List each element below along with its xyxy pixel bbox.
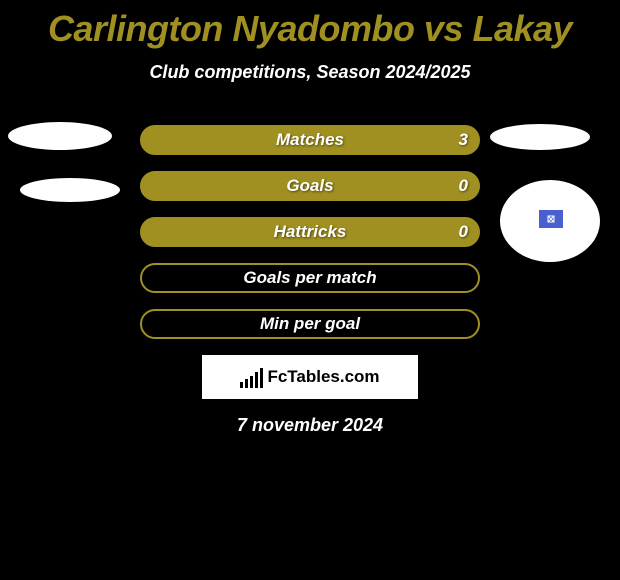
logo-bar-segment	[240, 382, 243, 388]
bar-right-value: 0	[459, 217, 468, 247]
logo: FcTables.com	[240, 366, 379, 388]
bar-label: Goals per match	[140, 263, 480, 293]
date-line: 7 november 2024	[0, 415, 620, 436]
left-ellipse-1	[8, 122, 112, 150]
bar-label: Min per goal	[140, 309, 480, 339]
bar-row: Matches3	[140, 125, 480, 155]
logo-bar-segment	[250, 376, 253, 388]
privacy-badge-icon	[539, 210, 563, 228]
bar-label: Matches	[140, 125, 480, 155]
logo-box: FcTables.com	[202, 355, 418, 399]
bar-row: Goals per match	[140, 263, 480, 293]
left-ellipse-2	[20, 178, 120, 202]
logo-bar-segment	[255, 372, 258, 388]
page-title: Carlington Nyadombo vs Lakay	[0, 0, 620, 50]
logo-bar-segment	[260, 368, 263, 388]
bar-row: Hattricks0	[140, 217, 480, 247]
bar-row: Min per goal	[140, 309, 480, 339]
bar-right-value: 0	[459, 171, 468, 201]
logo-bars-icon	[240, 366, 263, 388]
bar-label: Goals	[140, 171, 480, 201]
bar-right-value: 3	[459, 125, 468, 155]
logo-text: FcTables.com	[267, 367, 379, 387]
right-ellipse-1	[490, 124, 590, 150]
logo-bar-segment	[245, 379, 248, 388]
bar-row: Goals0	[140, 171, 480, 201]
subtitle: Club competitions, Season 2024/2025	[0, 62, 620, 83]
bar-label: Hattricks	[140, 217, 480, 247]
